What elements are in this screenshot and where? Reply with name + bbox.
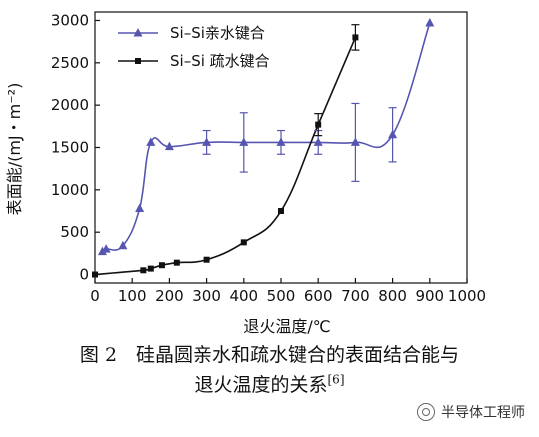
y-axis: 0 500 1000 1500 2000 2500 3000	[51, 11, 100, 284]
x-tick-label: 1000	[448, 287, 486, 305]
x-tick-label: 700	[341, 287, 370, 305]
data-point-hydrophilic	[135, 203, 145, 212]
data-point-hydrophobic	[158, 262, 165, 269]
y-tick-label: 2500	[51, 54, 89, 72]
watermark-text: 半导体工程师	[441, 405, 525, 421]
data-point-hydrophilic	[97, 246, 107, 256]
x-tick-label: 200	[155, 287, 184, 305]
figure-caption-line2: 退火温度的关系[6]	[0, 370, 539, 397]
data-point-hydrophilic	[164, 141, 174, 151]
figure-caption-line2-text: 退火温度的关系	[194, 374, 328, 396]
y-tick-label: 3000	[51, 11, 89, 29]
markers	[92, 18, 435, 278]
data-point-hydrophobic	[140, 267, 147, 274]
x-tick-label: 400	[229, 287, 258, 305]
legend-label-hydrophilic: Si–Si亲水键合	[170, 24, 265, 42]
legend-marker-hydrophobic	[135, 58, 141, 64]
data-point-hydrophobic	[278, 208, 284, 215]
y-tick-label: 1000	[51, 181, 89, 199]
y-tick-label: 0	[79, 266, 89, 284]
data-point-hydrophobic	[173, 259, 180, 266]
data-point-hydrophobic	[315, 121, 322, 128]
data-point-hydrophobic	[147, 265, 154, 272]
data-point-hydrophobic	[203, 256, 210, 263]
y-axis-label: 表面能/(mJ・m⁻²)	[5, 83, 24, 216]
x-tick-label: 900	[415, 287, 444, 305]
data-point-hydrophilic	[202, 137, 212, 146]
data-point-hydrophilic	[313, 137, 323, 146]
data-point-hydrophilic	[118, 240, 128, 250]
legend-marker-hydrophilic	[133, 28, 143, 37]
y-tick-label: 500	[60, 223, 89, 241]
data-point-hydrophilic	[239, 137, 249, 146]
figure-caption-line1: 图 2 硅晶圆亲水和疏水键合的表面结合能与	[79, 344, 460, 366]
series-line-hydrophobic	[94, 37, 357, 276]
figure-caption-reference: [6]	[327, 372, 345, 387]
x-tick-label: 800	[378, 287, 407, 305]
data-point-hydrophilic	[146, 137, 156, 146]
chart: 0 100 200 300 400 500 600 700 800 900 1000 0500100…	[5, 11, 486, 336]
data-point-hydrophilic	[101, 244, 111, 253]
data-point-hydrophilic	[425, 18, 435, 27]
data-point-hydrophilic	[350, 137, 360, 146]
x-tick-label: 300	[192, 287, 221, 305]
data-point-hydrophobic	[92, 271, 98, 278]
x-tick-label: 100	[118, 287, 147, 305]
data-point-hydrophilic	[388, 129, 398, 139]
y-tick-label: 2000	[51, 96, 89, 114]
x-tick-label: 600	[304, 287, 333, 305]
x-axis-label: 退火温度/℃	[243, 317, 330, 336]
y-tick-label: 1500	[51, 139, 89, 157]
x-axis: 0 100 200 300 400 500 600 700 800 900 1000	[90, 278, 486, 305]
data-point-hydrophilic	[276, 137, 286, 146]
x-tick-label: 500	[267, 287, 296, 305]
data-point-hydrophobic	[352, 34, 359, 41]
data-point-hydrophobic	[240, 239, 247, 246]
wechat-icon	[417, 403, 435, 421]
watermark: 半导体工程师	[417, 402, 525, 422]
legend-label-hydrophobic: Si–Si 疏水键合	[170, 52, 270, 70]
legend: Si–Si亲水键合 Si–Si 疏水键合	[118, 24, 270, 70]
x-tick-label: 0	[90, 287, 100, 305]
